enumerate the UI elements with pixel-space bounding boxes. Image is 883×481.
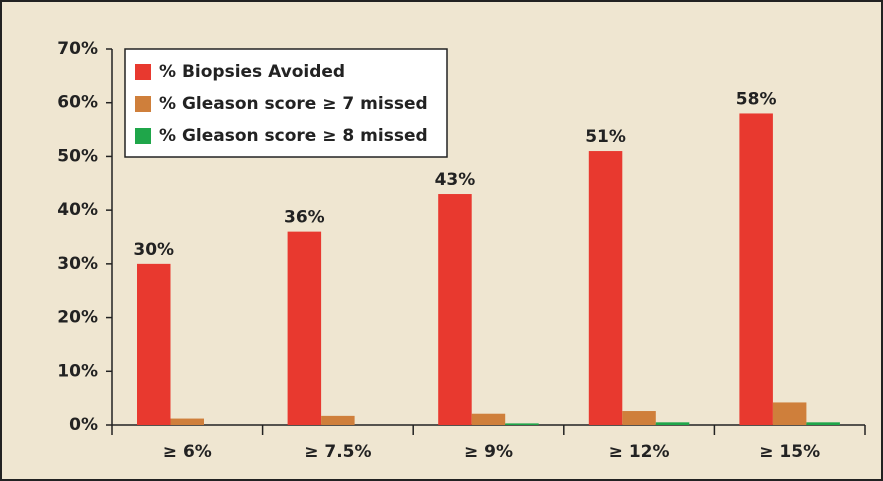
y-tick-label: 70% xyxy=(57,39,98,59)
bar xyxy=(287,231,322,425)
y-tick-label: 50% xyxy=(57,146,98,166)
y-tick-label: 30% xyxy=(57,254,98,274)
bar xyxy=(772,402,807,425)
x-tick-label: ≥ 7.5% xyxy=(304,442,371,462)
legend-label: % Gleason score ≥ 7 missed xyxy=(159,94,428,114)
y-tick-label: 60% xyxy=(57,93,98,113)
bar xyxy=(321,415,355,425)
legend-swatch xyxy=(135,96,151,112)
legend-label: % Biopsies Avoided xyxy=(159,62,345,82)
legend-label: % Gleason score ≥ 8 missed xyxy=(159,126,428,146)
bar xyxy=(438,194,472,425)
bar xyxy=(622,411,656,425)
bar xyxy=(471,413,506,425)
legend-swatch xyxy=(135,128,151,144)
legend-swatch xyxy=(135,64,151,80)
bar xyxy=(137,263,171,425)
x-tick-label: ≥ 6% xyxy=(163,442,212,462)
bar xyxy=(655,422,690,425)
y-tick-label: 20% xyxy=(57,308,98,328)
bar xyxy=(806,422,840,425)
value-label: 58% xyxy=(736,89,777,109)
value-label: 43% xyxy=(435,170,476,190)
bar xyxy=(588,151,623,426)
bar xyxy=(739,113,773,425)
x-tick-label: ≥ 9% xyxy=(464,442,513,462)
y-tick-label: 10% xyxy=(57,361,98,381)
bar xyxy=(505,423,539,425)
legend-box xyxy=(124,48,448,158)
x-tick-label: ≥ 15% xyxy=(759,442,820,462)
value-label: 30% xyxy=(133,240,174,260)
value-label: 36% xyxy=(284,208,325,228)
y-tick-label: 0% xyxy=(69,415,98,435)
x-tick-label: ≥ 12% xyxy=(609,442,670,462)
value-label: 51% xyxy=(585,127,626,147)
y-tick-label: 40% xyxy=(57,200,98,220)
bar xyxy=(170,418,204,425)
